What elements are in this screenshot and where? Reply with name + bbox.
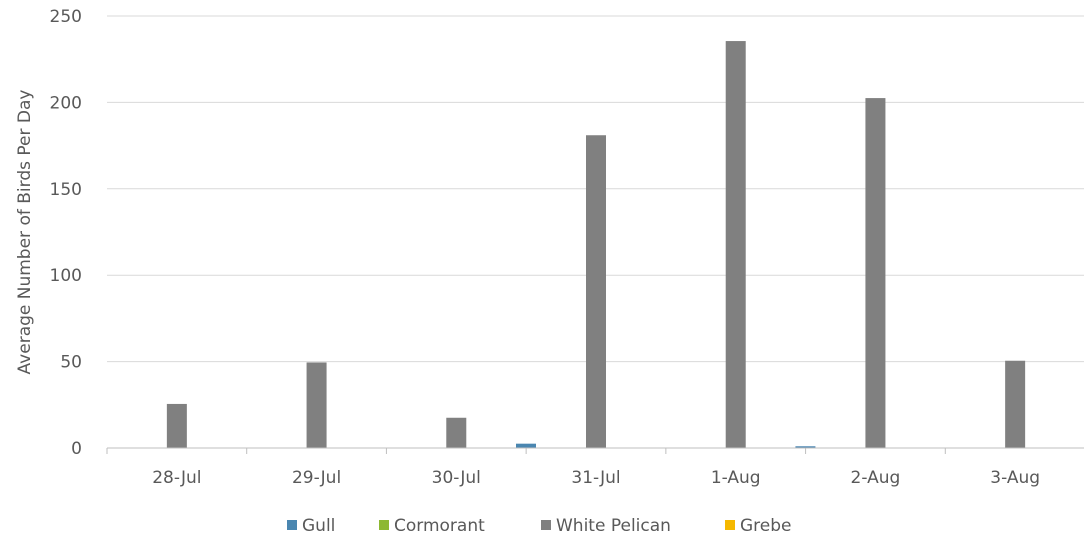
y-tick-label: 0 — [71, 439, 82, 459]
y-tick-label: 150 — [50, 180, 82, 200]
x-tick-label: 28-Jul — [152, 468, 201, 488]
legend-swatch — [725, 520, 735, 530]
y-tick-label: 50 — [60, 353, 82, 373]
bar-white-pelican — [446, 417, 467, 448]
x-tick-label: 3-Aug — [990, 468, 1040, 488]
bar-white-pelican — [1005, 360, 1026, 448]
x-tick-label: 30-Jul — [432, 468, 481, 488]
bar-white-pelican — [725, 41, 746, 448]
legend-label: Gull — [302, 516, 335, 536]
y-axis-title: Average Number of Birds Per Day — [15, 90, 35, 375]
bar-gull — [516, 443, 536, 448]
x-tick-label: 31-Jul — [571, 468, 620, 488]
legend-label: White Pelican — [556, 516, 671, 536]
x-tick-label: 1-Aug — [711, 468, 761, 488]
bar-white-pelican — [166, 403, 187, 448]
x-tick-label: 2-Aug — [851, 468, 901, 488]
bars — [166, 41, 1026, 448]
legend-swatch — [541, 520, 551, 530]
y-tick-label: 200 — [50, 93, 82, 113]
y-tick-label: 100 — [50, 266, 82, 286]
bar-white-pelican — [306, 362, 327, 448]
legend-swatch — [287, 520, 297, 530]
legend-label: Grebe — [740, 516, 792, 536]
y-tick-label: 250 — [50, 7, 82, 27]
bar-white-pelican — [586, 135, 606, 448]
bar-white-pelican — [865, 98, 886, 448]
x-axis-tick-labels: 28-Jul 29-Jul 30-Jul 31-Jul 1-Aug 2-Aug 3-Aug — [106, 448, 1040, 488]
legend-swatch — [379, 520, 389, 530]
legend: Gull Cormorant White Pelican Grebe — [287, 516, 792, 536]
legend-label: Cormorant — [394, 516, 485, 536]
x-tick-label: 29-Jul — [292, 468, 341, 488]
bar-gull — [795, 446, 816, 448]
y-axis-tick-labels: 0 50 100 150 200 250 — [50, 7, 82, 459]
